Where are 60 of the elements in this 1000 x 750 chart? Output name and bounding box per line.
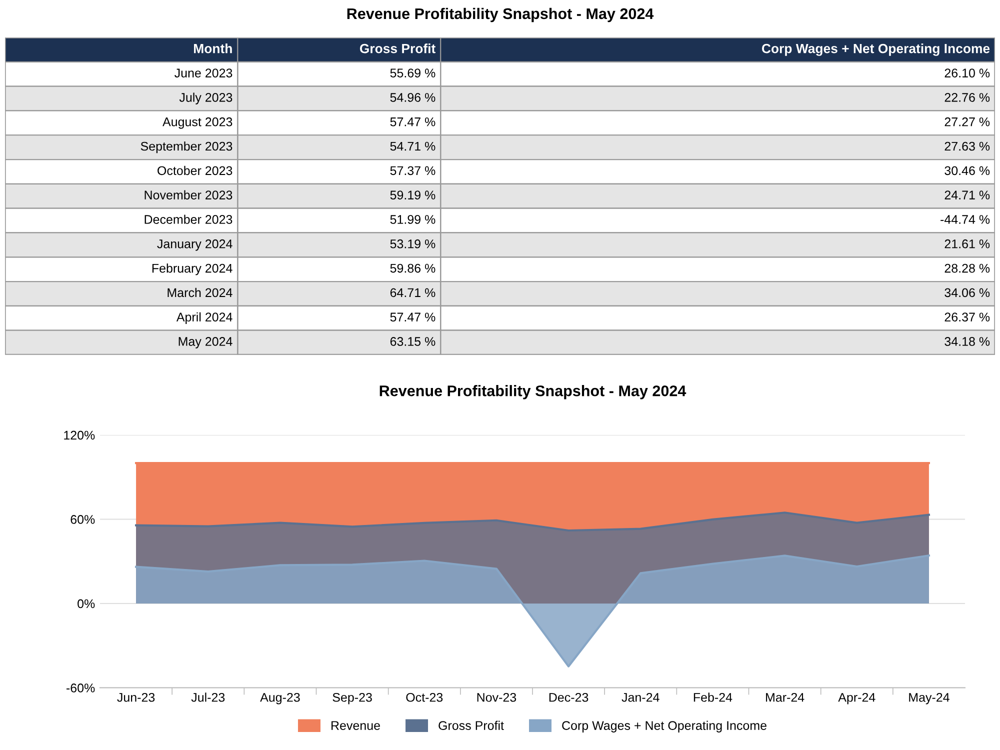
data-label: 27.63 %: [944, 142, 990, 151]
category-label: November 2023: [144, 190, 232, 200]
category-label: March 2024: [168, 288, 232, 298]
data-label: 59.86 %: [390, 264, 436, 273]
x-tick-label: Apr-24: [838, 692, 876, 704]
chart-title: Revenue Profitability Snapshot - May 2024: [380, 385, 686, 400]
x-tick-label: May-24: [909, 692, 950, 704]
data-label: 64.71 %: [390, 288, 436, 298]
data-label: 54.96 %: [390, 93, 436, 102]
y-tick-label: -60%: [66, 684, 95, 692]
data-label: 22.76 %: [944, 93, 990, 102]
data-label: 57.47 %: [390, 312, 436, 322]
data-label: 34.06 %: [944, 288, 990, 298]
data-label: 30.46 %: [944, 166, 990, 176]
data-label: 57.37 %: [390, 166, 436, 176]
x-tick-label: Jun-23: [117, 692, 155, 702]
x-tick-label: Oct-23: [406, 692, 443, 702]
x-tick-label: Mar-24: [766, 692, 804, 702]
data-label: 59.19 %: [390, 190, 436, 200]
data-label: 34.18 %: [944, 337, 990, 346]
category-label: February 2024: [152, 264, 232, 276]
data-label: 21.61 %: [944, 239, 990, 248]
data-label: 54.71 %: [390, 142, 436, 151]
text: Month: [194, 44, 232, 54]
data-label: 55.69 %: [390, 68, 436, 78]
category-label: October 2023: [158, 166, 232, 176]
y-tick-label: 60%: [70, 515, 95, 524]
series-label: Corp Wages + Net Operating Income: [762, 44, 990, 56]
data-label: 57.47 %: [390, 117, 436, 126]
legend-label: Gross Profit: [438, 720, 504, 730]
data-label: 26.37 %: [944, 312, 990, 322]
data-label: 63.15 %: [390, 337, 436, 346]
x-tick-label: Sep-23: [332, 692, 372, 704]
data-label: 24.71 %: [944, 190, 990, 200]
data-label: 51.99 %: [390, 215, 436, 224]
y-tick-label: 0%: [78, 599, 95, 608]
category-label: April 2024: [176, 312, 232, 324]
category-label: January 2024: [157, 239, 232, 251]
legend-label: Corp Wages + Net Operating Income: [562, 720, 766, 732]
data-label: 27.27 %: [944, 117, 990, 126]
data-label: 28.28 %: [944, 264, 990, 273]
x-tick-label: Nov-23: [477, 692, 516, 702]
data-label: 26.10 %: [944, 68, 990, 78]
x-tick-label: Jul-23: [191, 692, 225, 702]
category-label: June 2023: [174, 68, 232, 78]
x-tick-label: Aug-23: [260, 692, 300, 704]
category-label: August 2023: [162, 117, 232, 129]
data-label: -44.74 %: [940, 215, 990, 224]
category-label: May 2024: [178, 337, 232, 348]
data-label: 53.19 %: [390, 239, 436, 248]
category-label: December 2023: [144, 214, 232, 224]
category-label: July 2023: [179, 92, 232, 104]
category-label: September 2023: [140, 141, 232, 154]
x-tick-label: Dec-23: [549, 692, 588, 702]
x-tick-label: Feb-24: [694, 692, 732, 702]
y-tick-label: 120%: [64, 430, 95, 440]
x-tick-label: Jan-24: [622, 692, 660, 702]
text: Revenue Profitability Snapshot - May 2024: [347, 8, 654, 22]
series-label: Gross Profit: [360, 44, 436, 54]
legend-label: Revenue: [332, 721, 380, 730]
